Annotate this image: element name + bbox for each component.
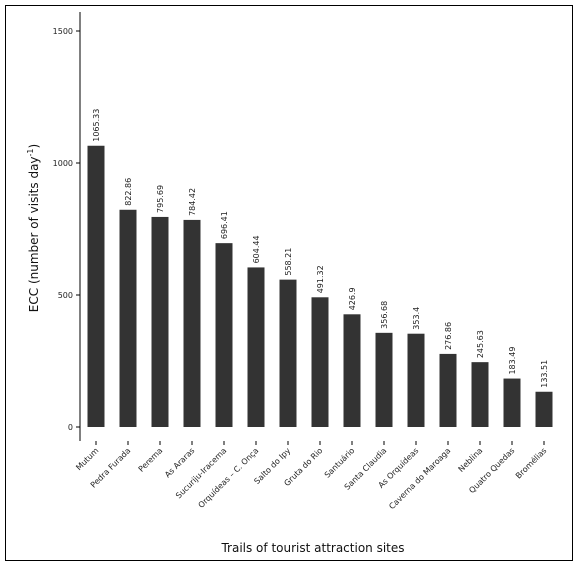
x-tick-label: As Araras bbox=[163, 446, 196, 479]
chart-frame bbox=[5, 5, 573, 561]
data-label: 1065.33 bbox=[92, 109, 101, 142]
y-axis-title-superscript: -1 bbox=[26, 148, 35, 156]
data-label: 245.63 bbox=[476, 330, 485, 358]
bar bbox=[503, 378, 521, 427]
data-label: 696.41 bbox=[220, 211, 229, 239]
bar bbox=[471, 362, 489, 427]
y-tick-label: 0 bbox=[68, 423, 73, 432]
data-label: 784.42 bbox=[188, 188, 197, 216]
data-label: 558.21 bbox=[284, 248, 293, 276]
data-label: 133.51 bbox=[540, 360, 549, 388]
bar bbox=[407, 333, 425, 427]
y-tick-label: 1000 bbox=[53, 159, 73, 168]
data-label: 795.69 bbox=[156, 185, 165, 213]
data-label: 183.49 bbox=[508, 347, 517, 375]
bar bbox=[183, 219, 201, 427]
bars: 1065.33 822.86 795.69 784.42 696.41 604.44 558… bbox=[87, 109, 553, 428]
data-label: 822.86 bbox=[124, 178, 133, 206]
y-axis-ticks: 0 500 1000 1500 bbox=[53, 27, 80, 432]
data-label: 353.4 bbox=[412, 307, 421, 330]
data-label: 426.9 bbox=[348, 287, 357, 310]
bar bbox=[119, 209, 137, 427]
data-label: 604.44 bbox=[252, 235, 261, 263]
data-label: 491.32 bbox=[316, 265, 325, 293]
x-tick-label: Bromélias bbox=[513, 445, 548, 480]
y-tick-label: 500 bbox=[58, 291, 73, 300]
x-tick-label: Orquídeas – C. Onça bbox=[197, 446, 261, 510]
bar bbox=[87, 145, 105, 428]
bar bbox=[279, 279, 297, 427]
bar bbox=[343, 314, 361, 427]
bar bbox=[439, 353, 457, 427]
x-tick-label: Mutum bbox=[74, 446, 100, 472]
bar bbox=[247, 267, 265, 427]
y-tick-label: 1500 bbox=[53, 27, 73, 36]
x-axis-title: Trails of tourist attraction sites bbox=[220, 541, 404, 555]
x-tick-label: Neblina bbox=[457, 446, 485, 474]
x-tick-label: Santuário bbox=[323, 446, 357, 480]
bar bbox=[311, 297, 329, 427]
bar bbox=[375, 332, 393, 427]
bar bbox=[215, 243, 233, 427]
bar bbox=[535, 391, 553, 427]
y-axis-title: ECC (number of visits day-1) bbox=[26, 144, 41, 312]
x-tick-label: Perema bbox=[137, 446, 165, 474]
data-label: 356.68 bbox=[380, 301, 389, 329]
data-label: 276.86 bbox=[444, 322, 453, 350]
x-tick-label: Caverna do Maroaga bbox=[387, 446, 452, 511]
bar bbox=[151, 216, 169, 427]
